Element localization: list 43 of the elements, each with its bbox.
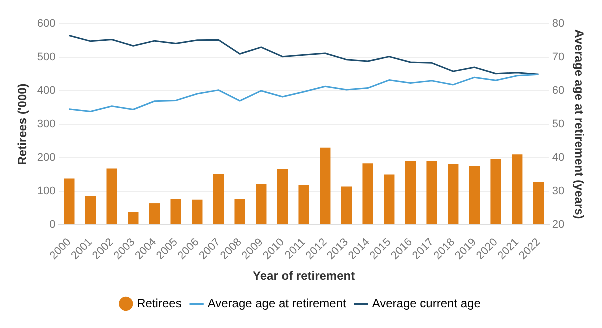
bar — [405, 161, 416, 224]
y2-tick-label: 50 — [552, 118, 565, 131]
bar — [128, 212, 139, 224]
y-tick-label: 200 — [37, 152, 56, 164]
x-axis-title: Year of retirement — [253, 269, 356, 284]
y-tick-label: 500 — [37, 52, 56, 64]
y-tick-label: 0 — [50, 218, 56, 231]
bar — [469, 166, 480, 224]
y2-axis-title: Average age at retirement (years) — [572, 30, 586, 220]
y2-tick-label: 40 — [552, 152, 565, 164]
bar — [298, 185, 310, 224]
y-tick-label: 100 — [37, 186, 56, 198]
y2-tick-label: 20 — [552, 218, 565, 231]
bar — [426, 161, 438, 224]
bar — [362, 164, 374, 224]
bar — [341, 186, 352, 224]
bar — [234, 199, 246, 224]
bar — [213, 174, 224, 224]
bar — [64, 178, 75, 224]
y2-tick-label: 60 — [552, 85, 565, 98]
bar — [277, 169, 288, 224]
bar — [384, 174, 395, 224]
bar — [448, 164, 459, 224]
legend-label: Average current age — [372, 296, 482, 310]
legend-label: Average age at retirement — [208, 296, 348, 310]
bar — [512, 154, 523, 224]
y2-tick-label: 30 — [552, 186, 565, 198]
y2-tick-label: 70 — [552, 52, 565, 64]
bar — [85, 196, 96, 224]
y-tick-label: 300 — [37, 118, 56, 131]
bar — [490, 158, 502, 224]
y-tick-label: 600 — [37, 18, 56, 30]
bar — [149, 204, 160, 224]
bar — [533, 182, 544, 224]
bar — [106, 168, 118, 224]
y2-tick-label: 80 — [552, 18, 565, 30]
legend-label: Retirees — [137, 296, 182, 310]
y-tick-label: 400 — [37, 85, 56, 98]
bar — [256, 184, 267, 224]
bar — [170, 199, 182, 224]
bar — [192, 200, 203, 224]
y-axis-title: Retirees ('000) — [16, 84, 30, 166]
bar — [320, 148, 331, 224]
